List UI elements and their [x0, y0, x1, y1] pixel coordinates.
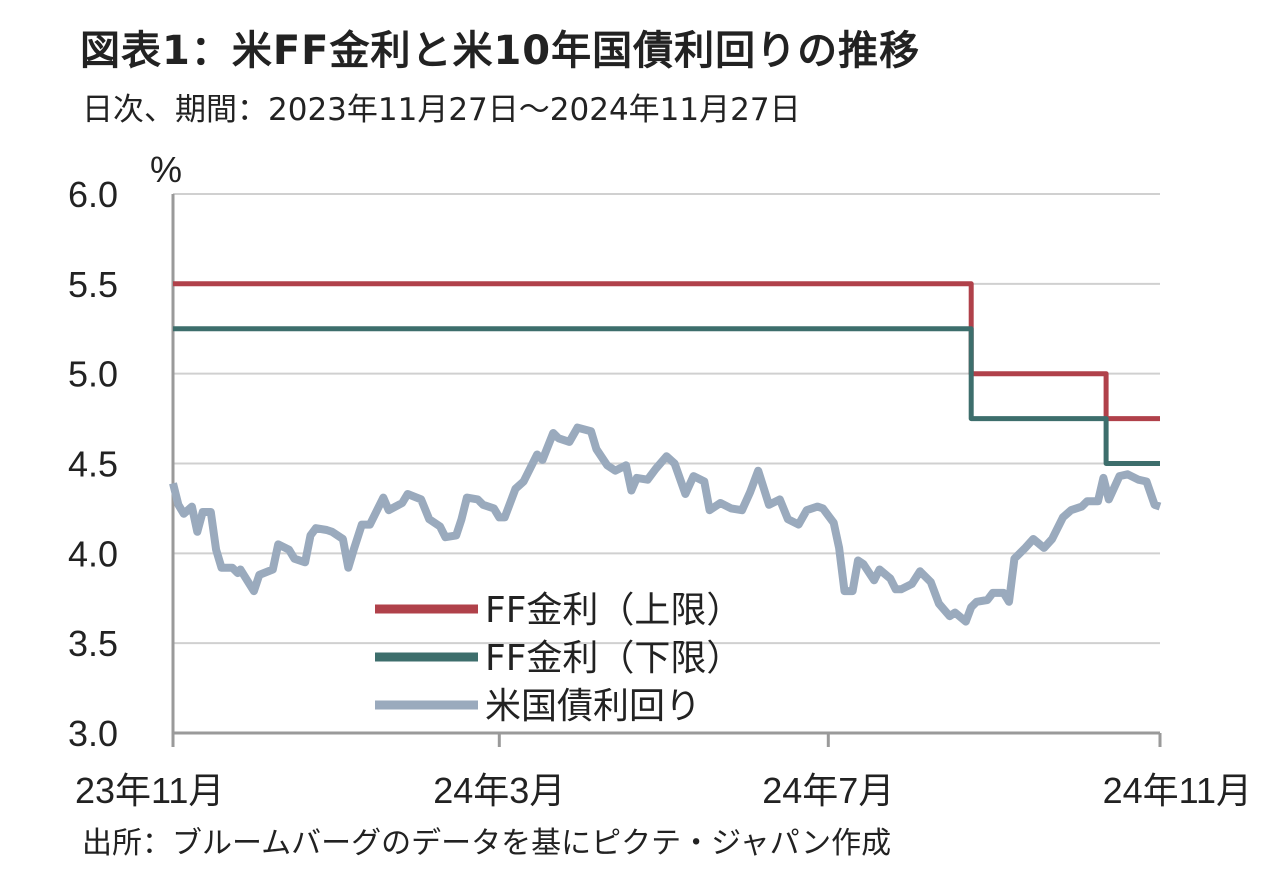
y-tick-label: 3.0: [68, 713, 118, 754]
chart-title: 図表1：米FF金利と米10年国債利回りの推移: [80, 28, 921, 74]
x-tick-label: 24年3月: [433, 770, 565, 811]
y-tick-label: 4.5: [68, 444, 118, 485]
legend-label: 米国債利回り: [485, 686, 701, 727]
y-tick-label: 3.5: [68, 623, 118, 664]
y-unit-label: %: [150, 149, 182, 190]
source-note: 出所：ブルームバーグのデータを基にピクテ・ジャパン作成: [82, 826, 892, 861]
legend-label: FF金利（下限）: [485, 638, 742, 679]
y-tick-label: 5.0: [68, 354, 118, 395]
series-line-3: [169, 423, 1162, 626]
series-line-2: [173, 326, 1160, 466]
chart-subtitle: 日次、期間：2023年11月27日～2024年11月27日: [82, 92, 801, 128]
x-tick-label: 24年7月: [762, 770, 894, 811]
x-tick-label: 23年11月: [75, 770, 224, 811]
x-tick-label: 24年11月: [1103, 770, 1252, 811]
legend-label: FF金利（上限）: [485, 590, 742, 631]
y-tick-label: 5.5: [68, 264, 118, 305]
y-tick-label: 4.0: [68, 533, 118, 574]
series-line-1: [173, 281, 1160, 422]
y-tick-label: 6.0: [68, 174, 118, 215]
